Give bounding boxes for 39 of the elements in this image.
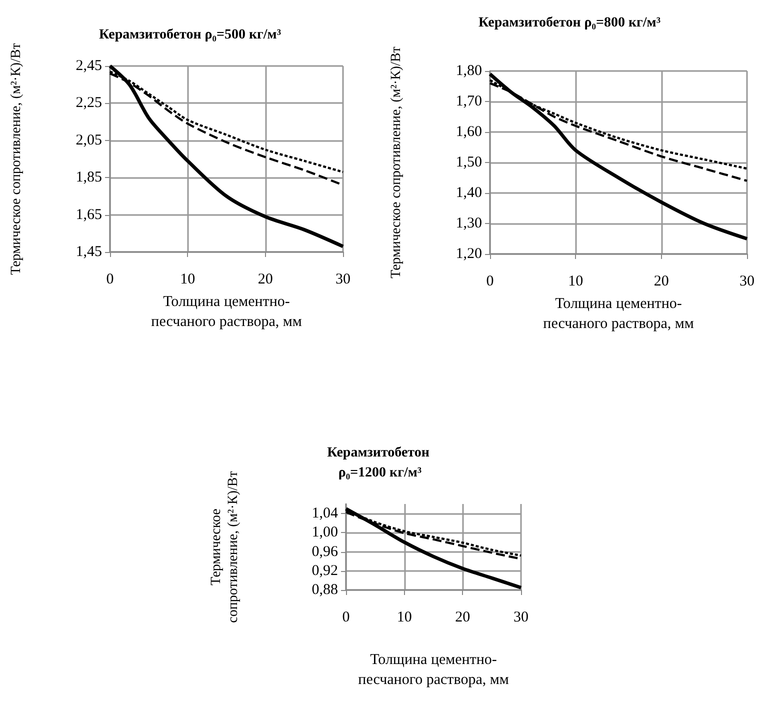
y-tick-label: 1,60 bbox=[456, 124, 482, 140]
y-tick-label: 2,45 bbox=[76, 58, 102, 74]
x-tick-label: 20 bbox=[455, 610, 470, 626]
x-tick-label: 10 bbox=[180, 272, 196, 288]
y-tick-label: 1,45 bbox=[76, 244, 102, 260]
chart-title: Керамзитобетон ρ₀=500 кг/м³ bbox=[98, 28, 282, 42]
x-tick-label: 10 bbox=[396, 610, 412, 626]
y-tick-label: 1,20 bbox=[456, 246, 482, 262]
chart-title: Керамзитобетон ρ₀=800 кг/м³ bbox=[478, 16, 661, 30]
x-tick-label: 30 bbox=[514, 610, 528, 626]
y-tick-label: 0,88 bbox=[312, 582, 338, 598]
y-tick-label: 1,00 bbox=[312, 524, 338, 541]
x-tick-label: 10 bbox=[568, 274, 584, 290]
x-tick-label: 20 bbox=[654, 274, 669, 290]
x-tick-label: 0 bbox=[486, 274, 494, 290]
y-tick-label: 2,05 bbox=[76, 132, 102, 148]
y-tick-label: 2,25 bbox=[76, 95, 102, 112]
y-tick-label: 1,85 bbox=[76, 170, 102, 186]
y-tick-label: 1,50 bbox=[456, 154, 482, 170]
y-tick-label: 1,65 bbox=[76, 206, 102, 223]
x-axis-title: Толщина цементно-песчаного раствора, мм bbox=[151, 294, 302, 330]
x-axis-title: Толщина цементно-песчаного раствора, мм bbox=[358, 652, 510, 688]
y-tick-label: 1,30 bbox=[456, 216, 482, 232]
x-tick-label: 20 bbox=[258, 272, 273, 288]
y-axis-title: Термическое сопротивление, (м²·К)/Вт bbox=[389, 46, 404, 278]
x-tick-label: 0 bbox=[106, 272, 114, 288]
x-axis-title: Толщина цементно-песчаного раствора, мм bbox=[543, 296, 694, 332]
y-tick-label: 1,70 bbox=[456, 94, 482, 110]
x-tick-label: 0 bbox=[342, 610, 350, 626]
y-axis-title: Термическое сопротивление, (м²·К)/Вт bbox=[209, 471, 241, 623]
y-tick-label: 1,40 bbox=[456, 185, 482, 201]
y-tick-label: 1,04 bbox=[312, 506, 338, 522]
x-tick-label: 30 bbox=[740, 274, 754, 290]
y-tick-label: 1,80 bbox=[456, 63, 482, 79]
y-axis-title: Термическое сопротивление, (м²·К)/Вт bbox=[9, 43, 24, 275]
y-tick-label: 0,96 bbox=[312, 544, 338, 560]
chart-title: Керамзитобетон ρ₀=1200 кг/м³ bbox=[327, 446, 433, 480]
x-tick-label: 30 bbox=[336, 272, 350, 288]
y-tick-label: 0,92 bbox=[312, 562, 338, 579]
